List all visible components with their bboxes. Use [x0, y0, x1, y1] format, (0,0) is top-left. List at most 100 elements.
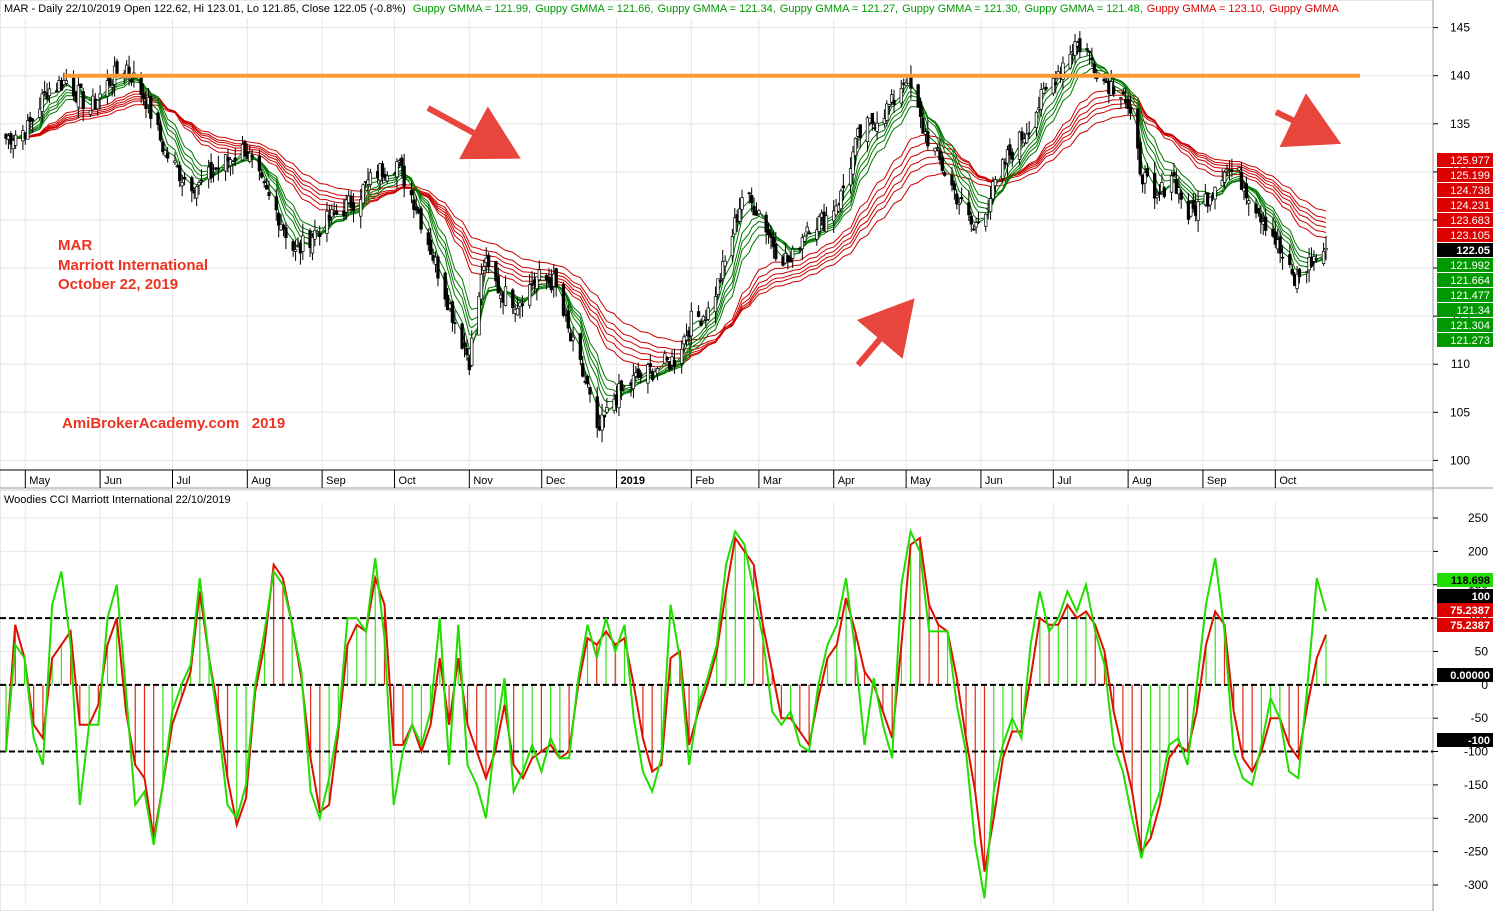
candle-body [515, 307, 520, 316]
candle-body [600, 414, 604, 431]
cci-panel-title: Woodies CCI Marriott International 22/10… [4, 494, 231, 506]
candle-body [757, 210, 761, 215]
candle-body [853, 137, 858, 156]
cci-tag-value: 118.698 [1451, 575, 1490, 587]
candle-body [445, 295, 450, 311]
candle-body [1244, 183, 1249, 199]
candle-body [351, 202, 356, 212]
candle-body [723, 260, 727, 267]
cci-slow-line [5, 535, 1327, 872]
price-tag-value: 121.273 [1450, 335, 1490, 347]
candle-body [646, 364, 650, 384]
price-tag-box [1437, 168, 1493, 182]
candle-body [139, 75, 143, 95]
candle-body [180, 182, 184, 187]
candle-body [1239, 171, 1244, 190]
gmma-long-line [5, 103, 1327, 342]
candle-body [667, 361, 672, 370]
candle-body [588, 387, 592, 395]
candle-body [96, 99, 100, 110]
candle-body [1172, 172, 1176, 176]
candle-body [566, 310, 570, 329]
candle-body [1102, 78, 1106, 82]
month-axis-label: May [29, 475, 50, 487]
candle-body [701, 316, 706, 322]
candle-body [359, 199, 363, 217]
candle-body [1177, 187, 1181, 195]
cci-tag-value: 0.00000 [1450, 670, 1490, 682]
month-axis-label: Aug [251, 475, 271, 487]
candle-body [1273, 231, 1277, 245]
gmma-header-value: Guppy GMMA = 121.34, [657, 3, 775, 15]
candle-body [462, 343, 467, 348]
candle-body [887, 104, 891, 107]
gmma-header-value: Guppy GMMA = 121.27, [780, 3, 898, 15]
candle-body [426, 232, 430, 245]
candle-body [892, 99, 896, 105]
candle-body [380, 163, 385, 177]
candle-body [197, 182, 201, 186]
month-axis-label: Apr [838, 475, 855, 487]
candle-body [875, 122, 879, 132]
candle-body [1157, 192, 1162, 195]
candle-body [1025, 133, 1029, 144]
candle-body [409, 190, 414, 196]
candle-body [301, 235, 305, 252]
candle-body [349, 195, 353, 208]
candle-body [274, 196, 278, 211]
candle-body [602, 415, 607, 418]
candle-body [262, 181, 266, 184]
month-axis-label: Jul [177, 475, 191, 487]
candle-body [26, 120, 30, 140]
candle-body [264, 185, 269, 190]
gmma-header-value: Guppy GMMA = 121.66, [535, 3, 653, 15]
candle-body [209, 162, 213, 179]
candle-body [578, 333, 582, 360]
candle-body [277, 212, 281, 226]
candle-body [158, 125, 163, 141]
candle-body [858, 124, 862, 139]
candle-body [984, 213, 988, 227]
price-tag-value: 121.304 [1450, 320, 1490, 332]
candle-body [1044, 86, 1048, 90]
cci-reference-lines [0, 617, 1433, 753]
candle-body [817, 216, 821, 232]
candle-body [9, 133, 13, 145]
candle-body [851, 151, 855, 175]
price-tag-box [1437, 273, 1493, 287]
candle-body [182, 176, 187, 180]
trend-arrow-down-icon [1274, 93, 1342, 148]
price-tag-box [1437, 198, 1493, 212]
candle-body [943, 172, 947, 176]
candle-body [98, 93, 102, 99]
candle-body [885, 103, 889, 121]
cci-axis-label: -200 [1464, 811, 1488, 825]
candle-body [291, 241, 295, 251]
month-axis-label: 2019 [621, 475, 645, 487]
candle-body [1189, 202, 1193, 217]
candle-body [486, 254, 491, 268]
candle-body [233, 157, 237, 161]
candle-body [14, 134, 18, 146]
candle-body [800, 237, 804, 250]
candle-body [1087, 50, 1092, 53]
candle-body [718, 279, 722, 282]
candle-body [1061, 62, 1065, 80]
candle-body [832, 210, 836, 222]
price-panel[interactable] [0, 0, 1434, 489]
gmma-long-line [5, 98, 1327, 355]
month-axis-label: Jun [985, 475, 1003, 487]
candle-body [40, 93, 44, 112]
annotation-company: Marriott International [58, 257, 208, 274]
candle-body [59, 79, 64, 91]
candle-body [223, 154, 228, 172]
price-tag-box [1437, 258, 1493, 272]
candle-body [173, 160, 177, 164]
trend-arrow-up-icon [855, 298, 915, 367]
candle-body [520, 304, 525, 306]
candle-body [988, 198, 993, 213]
candle-body [974, 222, 978, 228]
cci-tag-value: 100 [1472, 591, 1490, 603]
candle-body [1092, 63, 1096, 73]
